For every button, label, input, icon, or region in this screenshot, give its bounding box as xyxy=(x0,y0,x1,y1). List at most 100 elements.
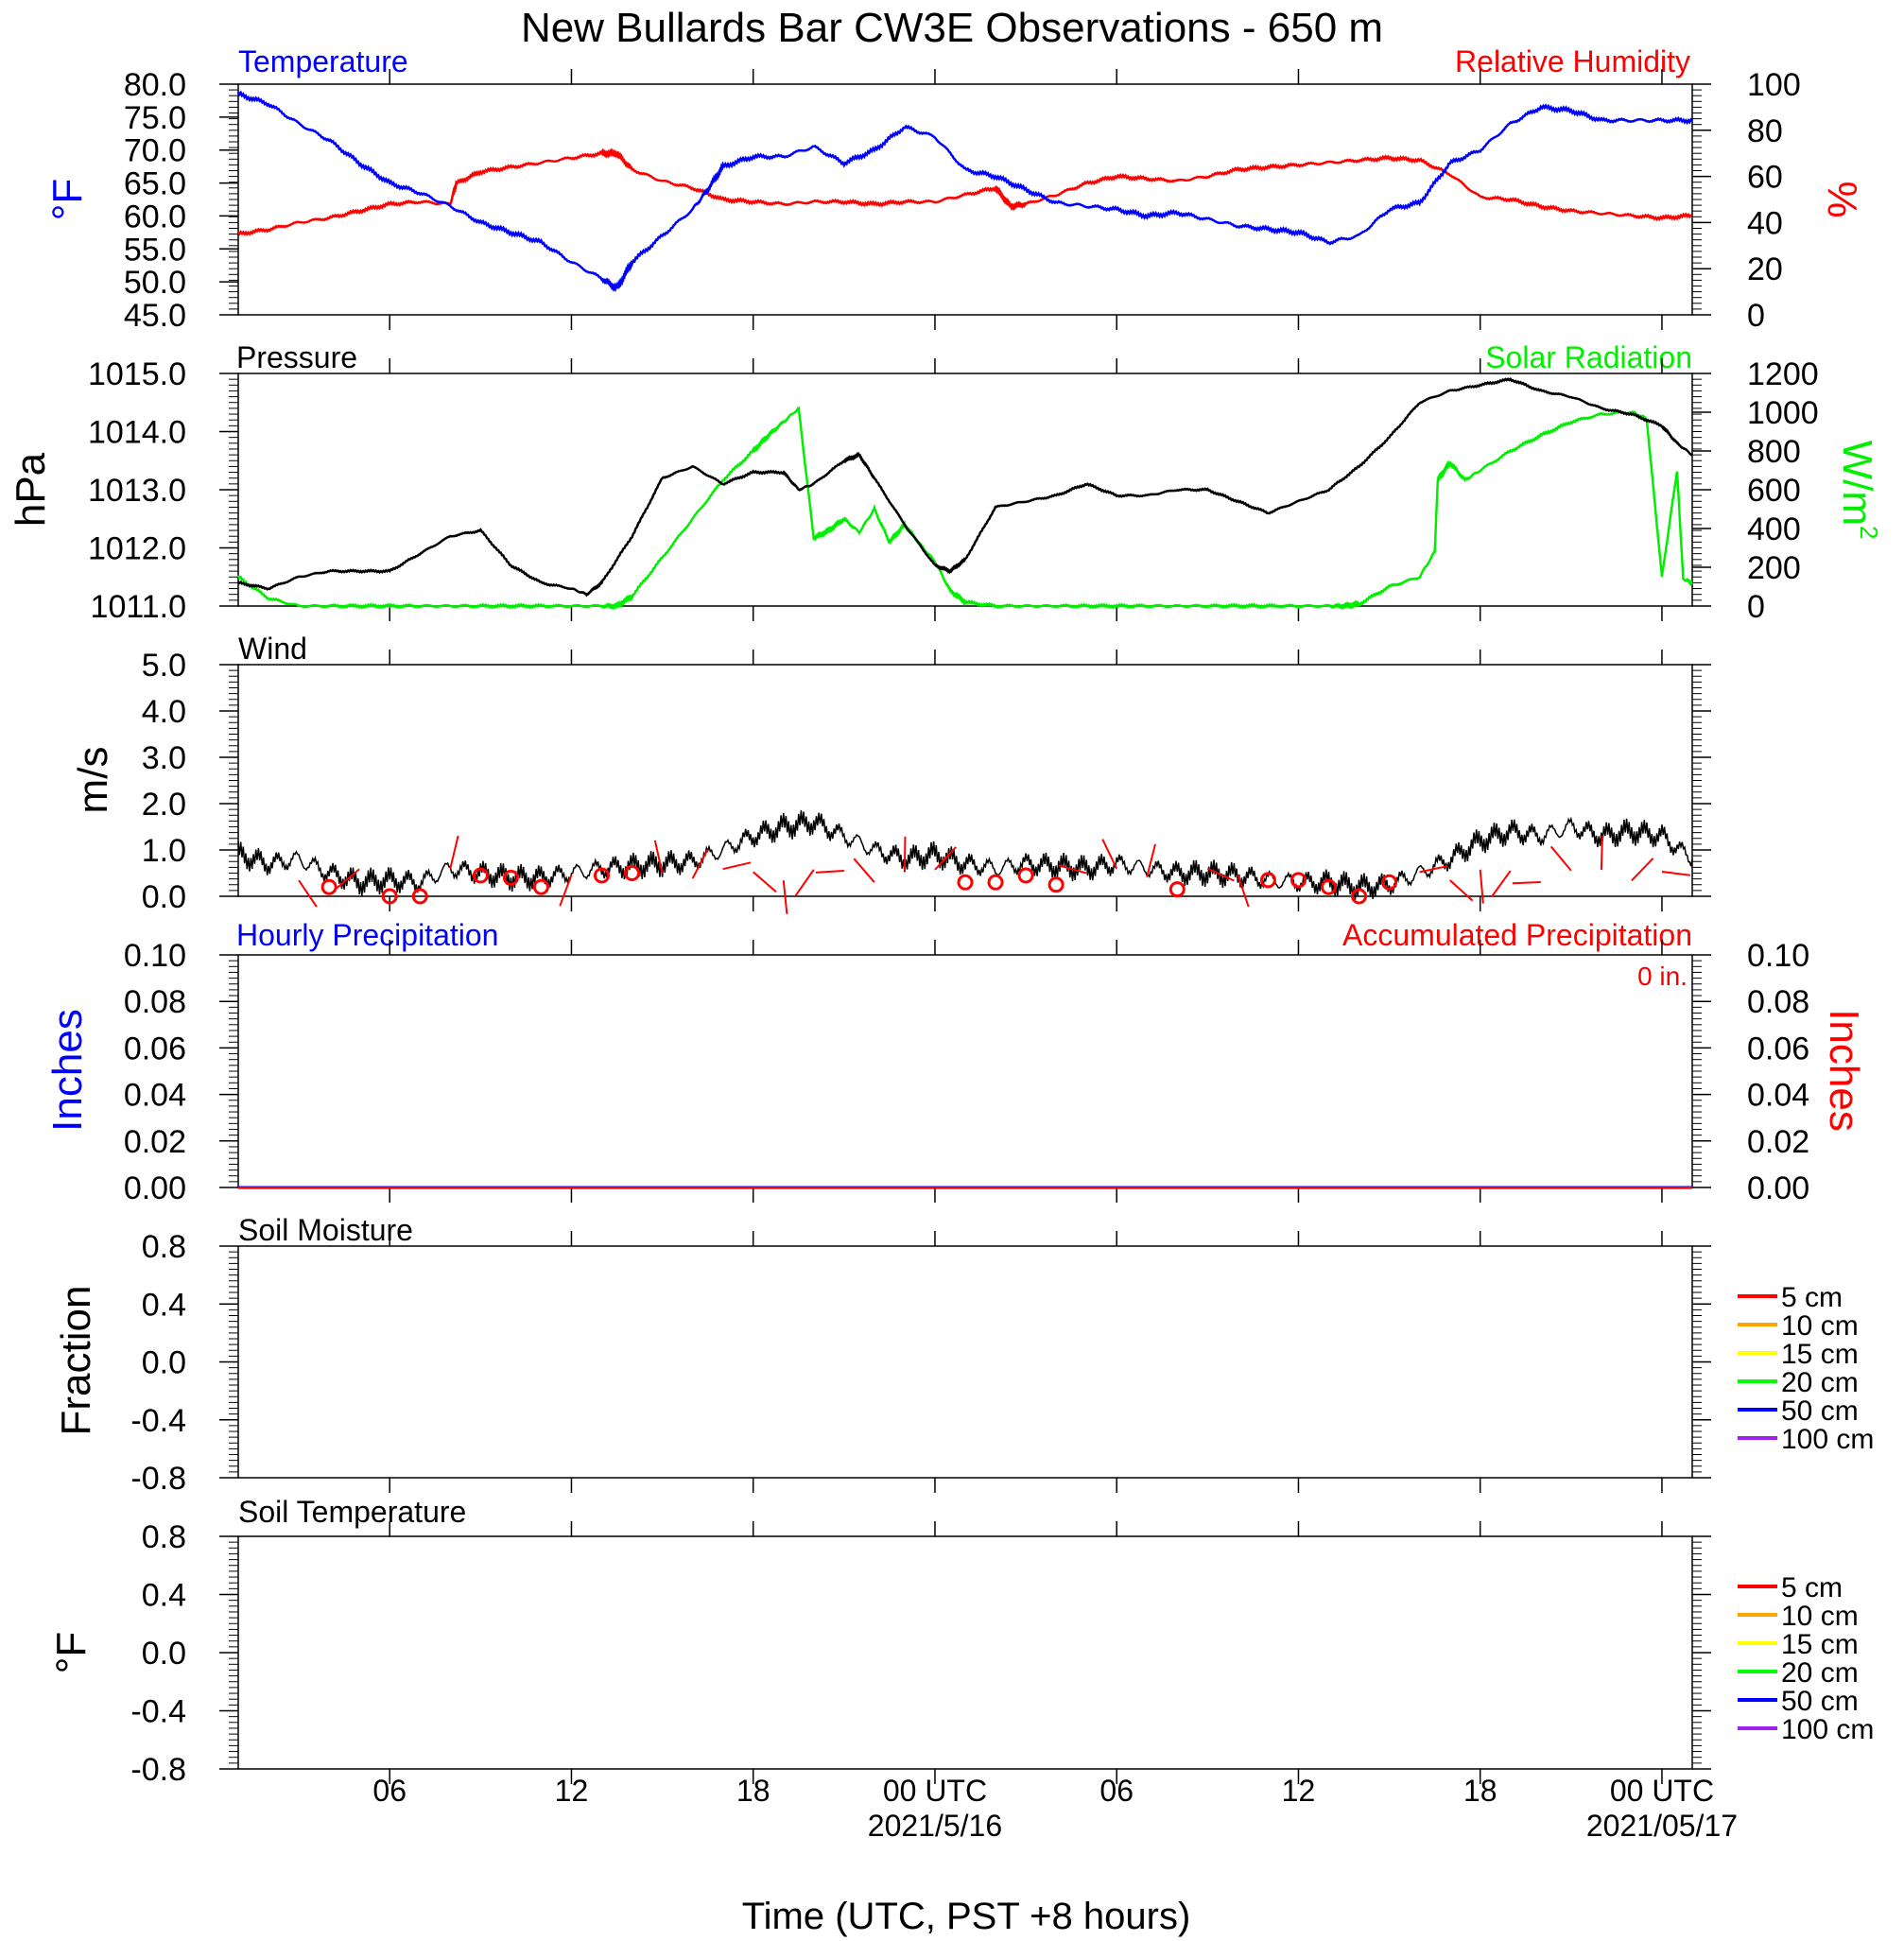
y-tick-label-left: 0.4 xyxy=(142,1287,186,1323)
y-tick-label-left: 0.8 xyxy=(142,1519,186,1555)
wind-barb xyxy=(815,870,844,874)
temperature-tick-labels: 80.075.070.065.060.055.050.045.0 100 80 60 4… xyxy=(124,67,1801,334)
soil-temperature-plot-area xyxy=(219,1521,1711,1784)
legend-label: 10 cm xyxy=(1781,1601,1859,1632)
y-tick-label-left: 1014.0 xyxy=(88,415,186,451)
pressure-title: Pressure xyxy=(236,340,357,374)
legend-label: 50 cm xyxy=(1781,1395,1859,1427)
y-tick-label-left: 3.0 xyxy=(142,740,186,776)
calm-wind-circle xyxy=(1321,878,1337,895)
y-tick-label-right: 600 xyxy=(1747,473,1801,509)
plot-frame xyxy=(237,373,1693,607)
precip-tick-labels: 0.10 0.08 0.06 0.04 0.02 0.00 0.10 0.08 0.06 0.04… xyxy=(124,938,1809,1206)
pressure-axis-label: hPa xyxy=(8,452,54,527)
wind-barb xyxy=(1146,843,1156,877)
x-axis-label: Time (UTC, PST +8 hours) xyxy=(742,1896,1191,1937)
humidity-line xyxy=(237,147,1693,236)
wind-barb xyxy=(335,868,360,890)
y-tick-label-right: 200 xyxy=(1747,550,1801,586)
wind-panel: Wind m/s 5.0 4.0 3.0 2.0 1.0 0.0 xyxy=(70,632,1711,915)
x-tick-label: 12 xyxy=(555,1774,589,1808)
calm-wind-circle xyxy=(381,888,398,905)
x-tick-label: 18 xyxy=(736,1774,770,1808)
humidity-axis-label: % xyxy=(1819,181,1865,217)
y-tick-label-right: 40 xyxy=(1747,205,1783,241)
y-tick-label-left: 0.0 xyxy=(142,1636,186,1672)
solar-axis-label: W/m2 xyxy=(1834,441,1883,540)
x-tick-label: 06 xyxy=(1099,1774,1134,1808)
wind-speed-line xyxy=(237,810,1693,900)
y-tick-label-left: -0.4 xyxy=(130,1403,186,1439)
temperature-title: Temperature xyxy=(238,44,408,78)
calm-wind-circle xyxy=(320,878,338,895)
wind-barb xyxy=(753,871,777,893)
y-tick-label-left: 0.0 xyxy=(142,1345,186,1381)
wind-plot-area xyxy=(219,650,1711,914)
y-tick-label-right: 800 xyxy=(1747,434,1801,470)
y-tick-label-left: 0.06 xyxy=(124,1031,186,1066)
y-tick-label-left: 70.0 xyxy=(124,133,186,169)
y-tick-label-right: 0.06 xyxy=(1747,1031,1809,1066)
pressure-tick-labels: 1015.0 1014.0 1013.0 1012.0 1011.0 1200100080… xyxy=(88,356,1819,625)
accum-precip-axis-label: Inches xyxy=(1821,1009,1867,1132)
wind-tick-labels: 5.0 4.0 3.0 2.0 1.0 0.0 xyxy=(142,648,186,915)
wind-barb xyxy=(1101,839,1118,870)
temperature-axis-label: °F xyxy=(44,179,91,220)
y-tick-label-left: 60.0 xyxy=(124,199,186,234)
y-tick-label-right: 1000 xyxy=(1747,395,1819,431)
y-tick-label-left: 0.08 xyxy=(124,984,186,1020)
y-tick-label-right: 0.10 xyxy=(1747,938,1809,974)
plot-frame xyxy=(237,954,1693,1188)
y-tick-label-left: 75.0 xyxy=(124,100,186,136)
wind-barb xyxy=(903,836,907,871)
y-tick-label-left: -0.8 xyxy=(130,1752,186,1788)
calm-wind-circle xyxy=(1259,872,1276,889)
humidity-title: Relative Humidity xyxy=(1455,44,1690,78)
precip-plot-area xyxy=(219,940,1711,1203)
calm-wind-circle xyxy=(1290,872,1307,889)
y-tick-label-left: 0.0 xyxy=(142,879,186,915)
calm-wind-circle xyxy=(502,869,519,886)
y-tick-label-right: 0.00 xyxy=(1747,1170,1809,1206)
wind-barb xyxy=(722,861,752,871)
solar-axis-label-text: W/m xyxy=(1834,441,1880,526)
y-tick-label-right: 0.08 xyxy=(1747,984,1809,1020)
x-tick-date-label: 2021/05/17 xyxy=(1586,1809,1738,1843)
y-tick-label-left: 0.8 xyxy=(142,1229,186,1265)
soil-temperature-panel: Soil Temperature °F 0.8 0.4 0.0 -0.4 -0.8 5 … xyxy=(48,1495,1874,1788)
y-tick-label-left: 1012.0 xyxy=(88,531,186,567)
x-tick-label: 06 xyxy=(372,1774,407,1808)
calm-wind-circle xyxy=(594,867,610,884)
y-tick-label-left: 1011.0 xyxy=(91,589,186,625)
y-tick-label-right: 400 xyxy=(1747,511,1801,547)
legend-label: 5 cm xyxy=(1781,1282,1843,1313)
wind-title: Wind xyxy=(238,632,307,666)
soil-moisture-axis-label: Fraction xyxy=(53,1286,99,1436)
legend-label: 100 cm xyxy=(1781,1424,1874,1455)
temperature-line xyxy=(236,90,1693,293)
calm-wind-circle xyxy=(1017,867,1034,884)
y-tick-label-left: 65.0 xyxy=(124,166,186,202)
temperature-plot-area xyxy=(219,69,1711,330)
wind-barb xyxy=(449,835,459,869)
y-tick-label-left: 1.0 xyxy=(142,833,186,869)
plot-frame xyxy=(237,1245,1693,1479)
wind-barb xyxy=(934,846,957,871)
x-tick-label: 12 xyxy=(1282,1774,1316,1808)
y-tick-label-left: 5.0 xyxy=(142,648,186,684)
legend-label: 15 cm xyxy=(1781,1629,1859,1660)
y-tick-label-left: 0.02 xyxy=(124,1124,186,1160)
calm-wind-circle xyxy=(957,874,974,891)
wind-barb xyxy=(782,879,788,914)
y-tick-label-left: -0.8 xyxy=(130,1461,186,1497)
y-tick-label-left: 0.04 xyxy=(124,1078,186,1114)
wind-barb xyxy=(1479,869,1484,904)
pressure-line xyxy=(237,376,1693,598)
y-tick-label-right: 100 xyxy=(1747,67,1801,103)
y-tick-label-left: 80.0 xyxy=(124,67,186,103)
soil-temperature-tick-labels: 0.8 0.4 0.0 -0.4 -0.8 xyxy=(130,1519,186,1788)
plot-frame xyxy=(237,83,1693,316)
accum-precip-title: Accumulated Precipitation xyxy=(1342,918,1692,952)
